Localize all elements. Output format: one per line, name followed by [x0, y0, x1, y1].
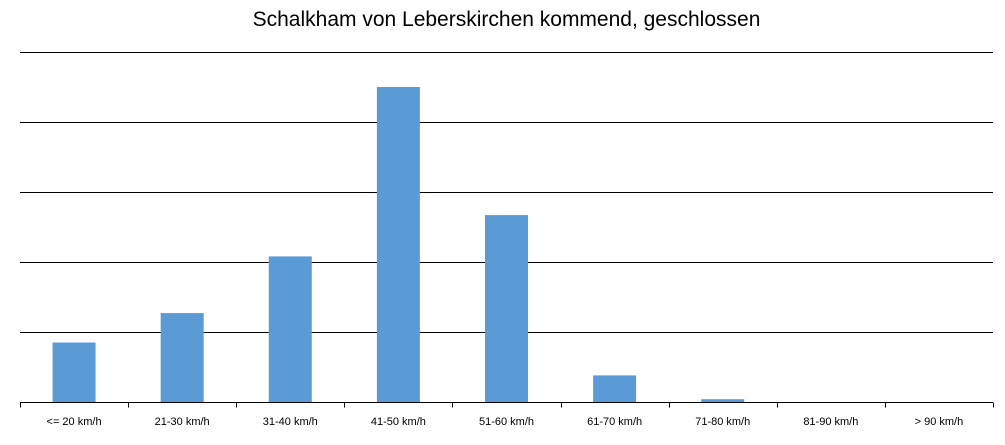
x-tick-label: <= 20 km/h: [47, 416, 102, 428]
x-tick-label: 61-70 km/h: [587, 416, 642, 428]
bar: [701, 399, 745, 402]
x-axis: [20, 402, 994, 408]
bar: [52, 342, 96, 402]
bars: [52, 87, 745, 402]
x-tick-label: 81-90 km/h: [803, 416, 858, 428]
x-tick-label: 41-50 km/h: [371, 416, 426, 428]
x-tick-label: 51-60 km/h: [479, 416, 534, 428]
x-tick-label: 31-40 km/h: [263, 416, 318, 428]
bar: [160, 313, 204, 402]
x-tick-label: > 90 km/h: [915, 416, 964, 428]
x-tick-label: 71-80 km/h: [695, 416, 750, 428]
bar: [593, 375, 637, 402]
bar: [376, 87, 420, 402]
bar: [485, 215, 528, 402]
x-tick-label: 21-30 km/h: [155, 416, 210, 428]
chart-title: Schalkham von Leberskirchen kommend, ges…: [252, 8, 761, 31]
x-tick-labels: <= 20 km/h 21-30 km/h 31-40 km/h 41-50 km/h…: [47, 416, 964, 428]
bar: [268, 256, 312, 402]
